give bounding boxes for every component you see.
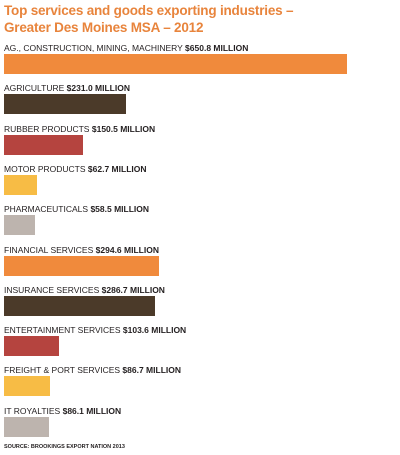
category-label: IT ROYALTIES (4, 405, 61, 416)
bar (4, 416, 50, 437)
bar-label: FINANCIAL SERVICES $294.6 MILLION (4, 245, 159, 255)
bar (4, 174, 38, 195)
bar-label: FREIGHT & PORT SERVICES $86.7 MILLION (4, 365, 181, 375)
value-label: $86.1 MILLION (62, 405, 122, 416)
category-label: FREIGHT & PORT SERVICES (4, 365, 121, 376)
value-label: $86.7 MILLION (122, 365, 181, 376)
value-label: $294.6 MILLION (95, 244, 159, 255)
bar-label: MOTOR PRODUCTS $62.7 MILLION (4, 164, 147, 174)
category-label: MOTOR PRODUCTS (4, 163, 86, 174)
bar (4, 336, 59, 357)
category-label: FINANCIAL SERVICES (4, 244, 94, 255)
value-label: $231.0 MILLION (66, 83, 130, 94)
chart-title: Top services and goods exporting industr… (4, 3, 294, 35)
bar (4, 54, 347, 74)
category-label: ENTERTAINMENT SERVICES (4, 325, 121, 336)
bar (4, 376, 50, 397)
bar-label: INSURANCE SERVICES $286.7 MILLION (4, 285, 165, 295)
category-label: INSURANCE SERVICES (4, 284, 100, 295)
bar-label: AG., CONSTRUCTION, MINING, MACHINERY $65… (4, 43, 248, 53)
value-label: $62.7 MILLION (87, 163, 147, 174)
bar-label: PHARMACEUTICALS $58.5 MILLION (4, 204, 149, 214)
category-label: AGRICULTURE (4, 83, 65, 94)
bar-label: IT ROYALTIES $86.1 MILLION (4, 406, 121, 416)
bar (4, 94, 126, 115)
category-label: AG., CONSTRUCTION, MINING, MACHINERY (4, 43, 183, 53)
bar-label: RUBBER PRODUCTS $150.5 MILLION (4, 124, 155, 134)
bar (4, 215, 35, 236)
bar-label: ENTERTAINMENT SERVICES $103.6 MILLION (4, 325, 186, 335)
value-label: $103.6 MILLION (122, 325, 187, 336)
bar-label: AGRICULTURE $231.0 MILLION (4, 83, 130, 93)
category-label: PHARMACEUTICALS (4, 204, 89, 215)
value-label: $150.5 MILLION (91, 123, 156, 134)
value-label: $650.8 MILLION (185, 43, 249, 53)
value-label: $286.7 MILLION (101, 284, 165, 295)
source-note: SOURCE: BROOKINGS EXPORT NATION 2013 (4, 444, 125, 450)
category-label: RUBBER PRODUCTS (4, 123, 90, 134)
bar (4, 295, 156, 316)
value-label: $58.5 MILLION (90, 204, 150, 215)
bar (4, 134, 84, 155)
bar (4, 255, 160, 276)
